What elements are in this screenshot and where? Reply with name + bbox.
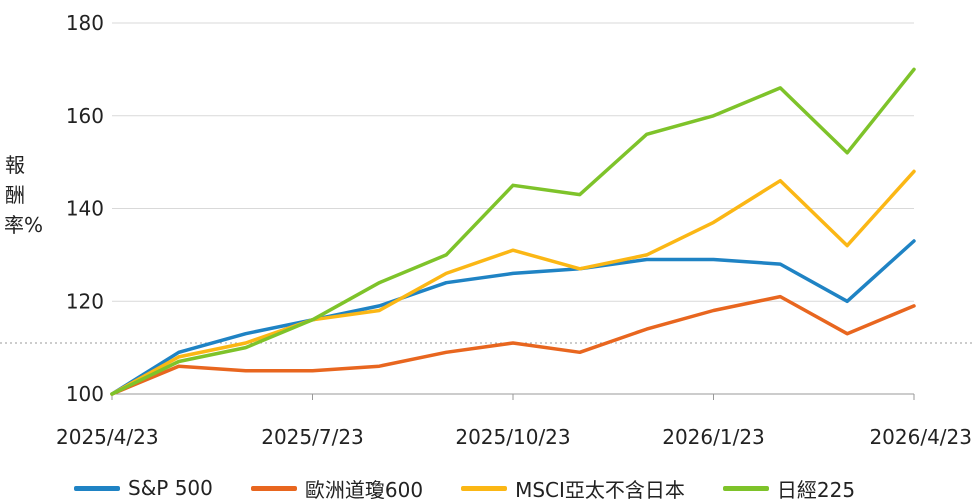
x-tick-label-3: 2026/1/23 bbox=[662, 425, 765, 449]
series-line-0 bbox=[110, 239, 916, 396]
series-line-2 bbox=[110, 169, 916, 396]
y-tick-label-160: 160 bbox=[66, 104, 104, 128]
legend-label-nikkei225: 日經225 bbox=[776, 477, 856, 502]
y-tick-label-120: 120 bbox=[66, 289, 104, 313]
legend-swatch-msci-apac-ex-japan bbox=[461, 485, 508, 491]
legend-swatch-sp500 bbox=[74, 485, 120, 491]
legend: S&P 500 歐洲道瓊600 MSCI亞太不含日本 日經225 bbox=[74, 474, 893, 502]
legend-label-msci-apac-ex-japan: MSCI亞太不含日本 bbox=[515, 477, 685, 502]
series-line-1 bbox=[110, 294, 916, 396]
y-axis-label: 報酬率% bbox=[4, 153, 44, 237]
legend-swatch-stoxx600 bbox=[250, 485, 297, 491]
x-tick-label-1: 2025/7/23 bbox=[261, 425, 364, 449]
legend-item-nikkei225: 日經225 bbox=[722, 474, 856, 503]
legend-label-stoxx600: 歐洲道瓊600 bbox=[304, 477, 424, 502]
legend-item-sp500: S&P 500 bbox=[74, 476, 213, 500]
x-tick-label-0: 2025/4/23 bbox=[56, 425, 159, 449]
x-tick-label-2: 2025/10/23 bbox=[455, 425, 570, 449]
legend-item-msci-apac-ex-japan: MSCI亞太不含日本 bbox=[461, 474, 685, 503]
y-tick-label-180: 180 bbox=[66, 11, 104, 35]
legend-item-stoxx600: 歐洲道瓊600 bbox=[250, 474, 424, 503]
legend-swatch-nikkei225 bbox=[722, 485, 769, 491]
y-tick-label-100: 100 bbox=[66, 382, 104, 406]
legend-label-sp500: S&P 500 bbox=[128, 476, 213, 500]
x-tick-label-4: 2026/4/23 bbox=[869, 425, 972, 449]
y-tick-label-140: 140 bbox=[66, 197, 104, 221]
series-line-3 bbox=[110, 67, 916, 396]
